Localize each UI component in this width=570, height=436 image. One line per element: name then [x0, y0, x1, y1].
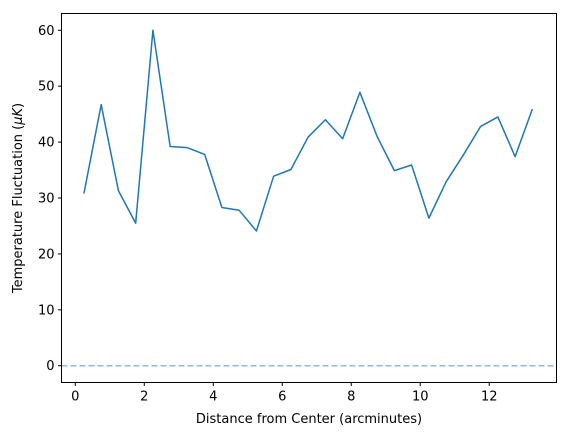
y-axis-label: Temperature Fluctuation (μK): [11, 103, 26, 294]
y-tick-label: 0: [46, 359, 54, 374]
y-tick-label: 50: [38, 80, 55, 95]
x-tick-label: 6: [278, 390, 286, 405]
x-tick-label: 4: [209, 390, 217, 405]
x-tick-label: 2: [140, 390, 148, 405]
y-tick-label: 30: [38, 192, 55, 207]
x-tick-label: 0: [71, 390, 79, 405]
x-axis-ticks: 0 2 4 6 8 10 12: [71, 382, 498, 405]
x-tick-label: 10: [412, 390, 429, 405]
y-tick-label: 40: [38, 136, 55, 151]
series-line: [83, 29, 534, 232]
x-tick-label: 8: [347, 390, 355, 405]
y-tick-label: 60: [38, 24, 55, 39]
x-axis-label: Distance from Center (arcminutes): [196, 412, 422, 427]
y-tick-label: 10: [38, 303, 55, 318]
plot-area: [61, 29, 557, 367]
x-tick-label: 12: [481, 390, 498, 405]
y-axis-ticks: 0 10 20 30 40 50 60: [38, 24, 62, 374]
plot-frame: [61, 13, 557, 383]
y-tick-label: 20: [38, 247, 55, 262]
